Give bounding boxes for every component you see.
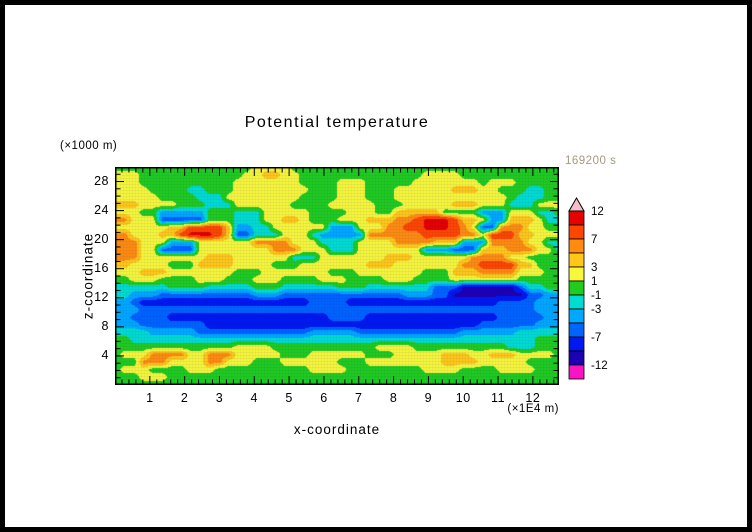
colorbar-label: -3	[591, 304, 601, 316]
colorbar-label: 12	[591, 206, 604, 218]
heatmap-canvas	[115, 167, 559, 385]
y-tick-label: 28	[94, 173, 109, 188]
x-tick-label: 8	[389, 391, 398, 405]
colorbar-segment	[568, 350, 585, 366]
colorbar-segment	[568, 280, 585, 296]
colorbar-label: 1	[591, 276, 597, 288]
plot-area	[115, 167, 559, 385]
y-tick-label: 4	[101, 347, 109, 362]
colorbar-segment	[568, 336, 585, 352]
x-tick-label: 9	[424, 391, 433, 405]
x-tick-label: 4	[250, 391, 259, 405]
colorbar-label: -12	[591, 360, 608, 372]
colorbar-segment	[568, 294, 585, 310]
colorbar-arrow	[568, 196, 585, 212]
x-tick-label: 2	[180, 391, 189, 405]
y-axis-title: z-coordinate	[80, 232, 96, 320]
colorbar-segment	[568, 210, 585, 226]
z-axis-units-label: (×1000 m)	[60, 140, 118, 152]
colorbar: 12 7 3 1 -1 -3 -7 -12	[568, 196, 608, 380]
plot-border	[115, 167, 559, 385]
colorbar-label: -7	[591, 332, 601, 344]
colorbar-segment	[568, 266, 585, 282]
colorbar-label: 3	[591, 262, 597, 274]
x-tick-label: 3	[215, 391, 224, 405]
y-tick-label: 16	[94, 260, 109, 275]
colorbar-segment	[568, 252, 585, 268]
figure-canvas: Potential temperature (×1000 m) 169200 s…	[5, 5, 747, 527]
colorbar-label: 7	[591, 234, 597, 246]
axes-svg	[115, 167, 559, 385]
colorbar-segment	[568, 224, 585, 240]
y-tick-label: 24	[94, 202, 109, 217]
x-tick-label: 7	[355, 391, 363, 405]
y-tick-label: 20	[94, 231, 109, 246]
y-tick-label: 12	[94, 289, 109, 304]
y-tick-label: 8	[101, 318, 109, 333]
colorbar-segment	[568, 364, 585, 380]
colorbar-label: -1	[591, 290, 601, 302]
x-axis-units-label: (×1E4 m)	[507, 403, 559, 415]
x-tick-label: 6	[320, 391, 328, 405]
x-tick-label: 5	[285, 391, 293, 405]
colorbar-segment	[568, 238, 585, 254]
x-tick-label: 11	[491, 391, 506, 405]
x-axis-title: x-coordinate	[293, 422, 381, 437]
chart-title: Potential temperature	[244, 114, 430, 131]
time-stamp-label: 169200 s	[565, 155, 617, 167]
colorbar-segment	[568, 308, 585, 324]
x-tick-label: 12	[525, 391, 541, 405]
x-tick-label: 1	[146, 391, 154, 405]
x-tick-label: 10	[455, 391, 471, 405]
colorbar-segment	[568, 322, 585, 338]
